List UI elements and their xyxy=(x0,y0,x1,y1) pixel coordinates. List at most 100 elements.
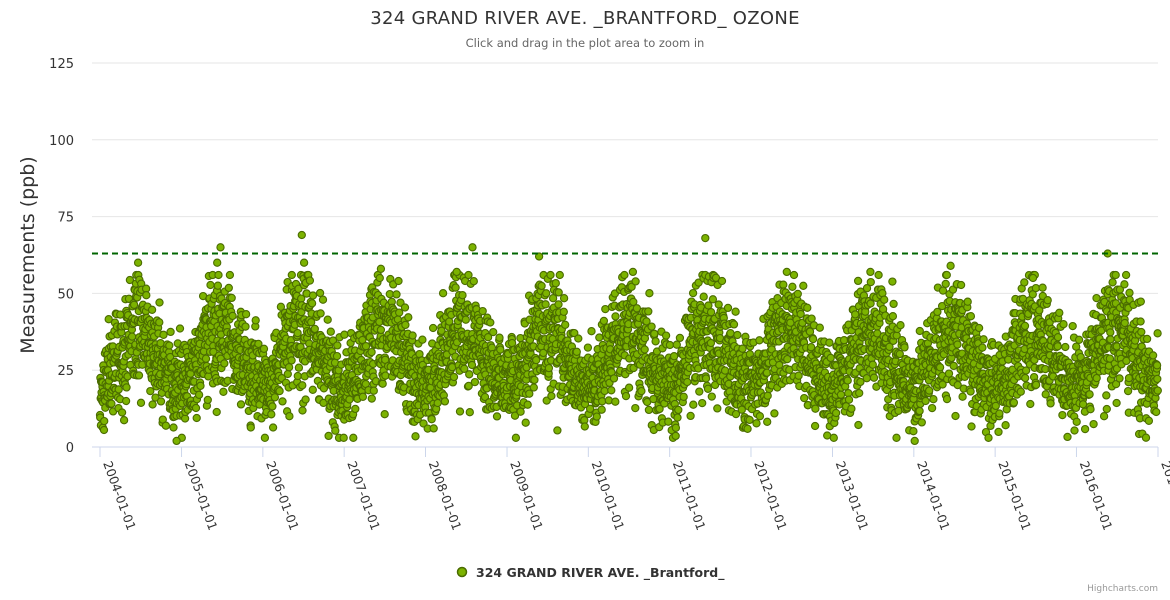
data-point[interactable] xyxy=(278,397,287,406)
data-point[interactable] xyxy=(1136,297,1145,306)
data-point[interactable] xyxy=(706,308,716,317)
data-point[interactable] xyxy=(440,397,450,406)
data-point[interactable] xyxy=(166,352,175,362)
data-point[interactable] xyxy=(807,314,816,323)
data-point[interactable] xyxy=(220,359,229,368)
data-point[interactable] xyxy=(729,320,739,329)
data-point[interactable] xyxy=(1120,280,1129,289)
data-point[interactable] xyxy=(888,277,897,286)
data-point[interactable] xyxy=(1152,407,1161,417)
data-point-notable[interactable] xyxy=(297,230,306,240)
data-point[interactable] xyxy=(611,397,620,406)
data-point[interactable] xyxy=(301,395,310,404)
data-point[interactable] xyxy=(380,410,389,419)
data-point[interactable] xyxy=(559,307,568,316)
data-point[interactable] xyxy=(896,321,905,330)
data-point[interactable] xyxy=(323,315,332,324)
data-point[interactable] xyxy=(1099,412,1109,421)
data-point[interactable] xyxy=(669,352,679,361)
data-point[interactable] xyxy=(1102,391,1111,400)
data-point[interactable] xyxy=(465,370,474,379)
data-point[interactable] xyxy=(661,331,671,340)
data-point[interactable] xyxy=(944,369,954,378)
data-point[interactable] xyxy=(537,281,546,291)
data-point[interactable] xyxy=(731,307,740,316)
data-point[interactable] xyxy=(853,276,863,286)
data-point[interactable] xyxy=(492,412,502,421)
data-point[interactable] xyxy=(580,422,589,431)
data-point[interactable] xyxy=(316,309,325,318)
data-point[interactable] xyxy=(469,277,478,286)
data-point[interactable] xyxy=(717,276,727,286)
data-point[interactable] xyxy=(283,369,292,379)
data-point[interactable] xyxy=(394,276,403,286)
data-point[interactable] xyxy=(358,392,368,401)
data-point[interactable] xyxy=(927,403,937,413)
data-point[interactable] xyxy=(308,385,317,394)
data-point[interactable] xyxy=(942,270,951,280)
data-point[interactable] xyxy=(1142,334,1152,344)
data-point[interactable] xyxy=(310,324,319,334)
data-point[interactable] xyxy=(1059,320,1068,329)
data-point[interactable] xyxy=(942,394,952,404)
data-point[interactable] xyxy=(227,293,236,303)
data-point[interactable] xyxy=(844,395,854,404)
data-point[interactable] xyxy=(104,315,113,324)
data-point[interactable] xyxy=(825,338,834,347)
data-point[interactable] xyxy=(698,398,707,408)
data-point[interactable] xyxy=(267,410,276,419)
data-point[interactable] xyxy=(1026,399,1035,409)
data-point[interactable] xyxy=(650,329,659,338)
data-point[interactable] xyxy=(855,388,864,398)
data-point[interactable] xyxy=(755,336,764,345)
data-point[interactable] xyxy=(799,281,808,290)
data-point[interactable] xyxy=(789,270,799,280)
data-point[interactable] xyxy=(880,295,889,304)
data-point[interactable] xyxy=(894,406,903,415)
data-point[interactable] xyxy=(551,279,560,288)
data-point[interactable] xyxy=(219,387,228,396)
data-point[interactable] xyxy=(1070,426,1079,435)
data-point[interactable] xyxy=(671,423,681,432)
data-point[interactable] xyxy=(1148,351,1158,360)
data-point[interactable] xyxy=(763,391,772,400)
data-point[interactable] xyxy=(117,408,127,417)
data-point[interactable] xyxy=(449,372,459,382)
data-point[interactable] xyxy=(1043,296,1052,305)
data-point[interactable] xyxy=(428,323,438,333)
data-point[interactable] xyxy=(574,334,583,343)
data-point-notable[interactable] xyxy=(213,258,222,267)
data-point[interactable] xyxy=(275,386,284,396)
data-point[interactable] xyxy=(530,375,539,385)
data-point[interactable] xyxy=(704,301,713,310)
data-point[interactable] xyxy=(1153,329,1162,338)
data-point[interactable] xyxy=(624,383,634,392)
data-point[interactable] xyxy=(621,391,631,401)
data-point[interactable] xyxy=(546,270,555,280)
data-point[interactable] xyxy=(376,325,386,335)
data-point[interactable] xyxy=(276,302,286,311)
data-point[interactable] xyxy=(637,386,646,396)
data-point[interactable] xyxy=(631,403,640,413)
data-point[interactable] xyxy=(1009,398,1019,407)
data-point-notable[interactable] xyxy=(172,436,181,446)
data-point[interactable] xyxy=(156,397,166,406)
data-point[interactable] xyxy=(324,431,333,441)
data-point[interactable] xyxy=(843,376,852,385)
data-point[interactable] xyxy=(683,377,692,387)
data-point[interactable] xyxy=(915,326,924,336)
data-point[interactable] xyxy=(915,406,924,416)
data-point[interactable] xyxy=(1063,432,1072,442)
data-point[interactable] xyxy=(1004,355,1013,364)
data-point[interactable] xyxy=(308,291,318,300)
data-point[interactable] xyxy=(525,389,534,398)
data-point[interactable] xyxy=(555,270,564,280)
data-point[interactable] xyxy=(1112,398,1121,408)
data-point[interactable] xyxy=(486,318,495,327)
data-point[interactable] xyxy=(839,336,849,345)
data-point[interactable] xyxy=(241,310,251,319)
data-point-notable[interactable] xyxy=(1111,270,1120,280)
data-point[interactable] xyxy=(259,344,269,353)
data-point[interactable] xyxy=(679,392,688,401)
data-point[interactable] xyxy=(688,288,698,298)
